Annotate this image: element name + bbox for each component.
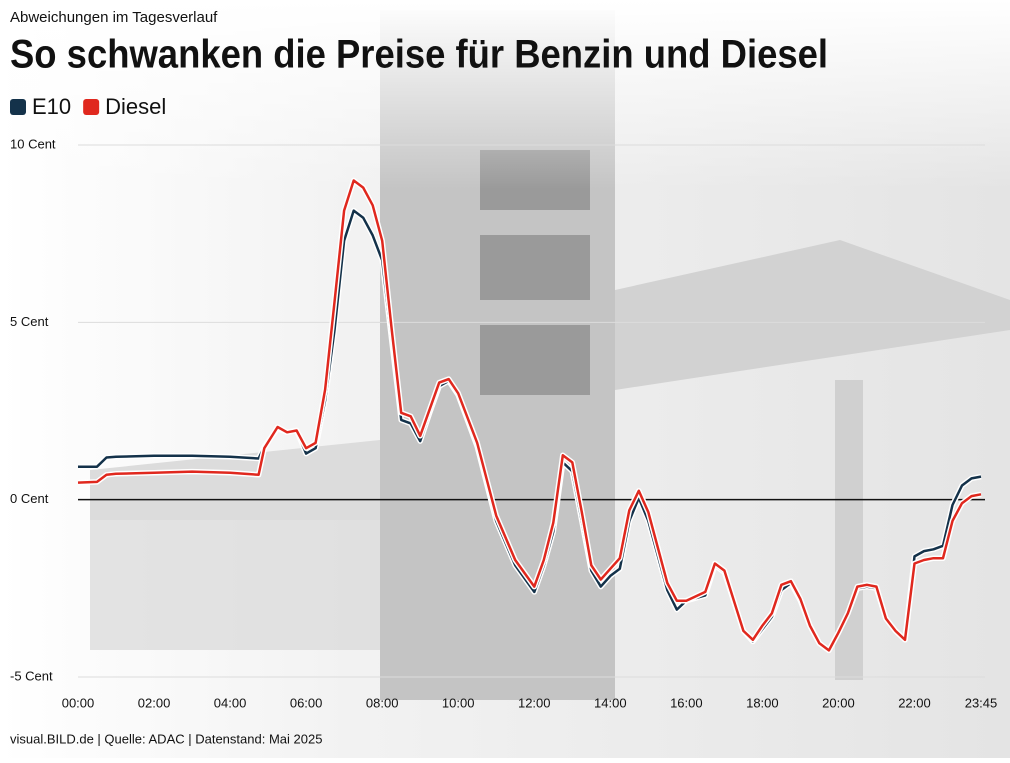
subtitle: Abweichungen im Tagesverlauf: [10, 9, 218, 26]
legend-label: Diesel: [105, 94, 166, 119]
x-tick-label: 04:00: [214, 695, 247, 710]
legend-label: E10: [32, 94, 71, 119]
y-tick-label: -5 Cent: [10, 668, 53, 683]
x-tick-label: 12:00: [518, 695, 551, 710]
source: visual.BILD.de | Quelle: ADAC | Datensta…: [10, 731, 322, 746]
chart-title: So schwanken die Preise für Benzin und D…: [10, 33, 828, 77]
legend-swatch: [83, 99, 100, 115]
plot: 10 Cent 5 Cent 0 Cent -5 Cent 00:00 02:00 04:0…: [10, 94, 998, 710]
x-tick-label: 20:00: [822, 695, 855, 710]
x-tick-label: 16:00: [670, 695, 703, 710]
legend-swatch: [10, 99, 26, 115]
x-tick-label: 22:00: [898, 695, 931, 710]
x-tick-label: 08:00: [366, 695, 399, 710]
line: [77, 179, 982, 652]
x-tick-label: 06:00: [290, 695, 323, 710]
y-tick-label: 0 Cent: [10, 491, 49, 506]
x-tick-label: 10:00: [442, 695, 475, 710]
x-tick-label: 18:00: [746, 695, 779, 710]
x-tick-label: 23:45: [965, 695, 998, 710]
x-tick-label: 02:00: [138, 695, 171, 710]
x-tick-label: 14:00: [594, 695, 627, 710]
x-tick-label: 00:00: [62, 695, 95, 710]
y-tick-label: 5 Cent: [10, 314, 49, 329]
y-tick-label: 10 Cent: [10, 136, 56, 151]
